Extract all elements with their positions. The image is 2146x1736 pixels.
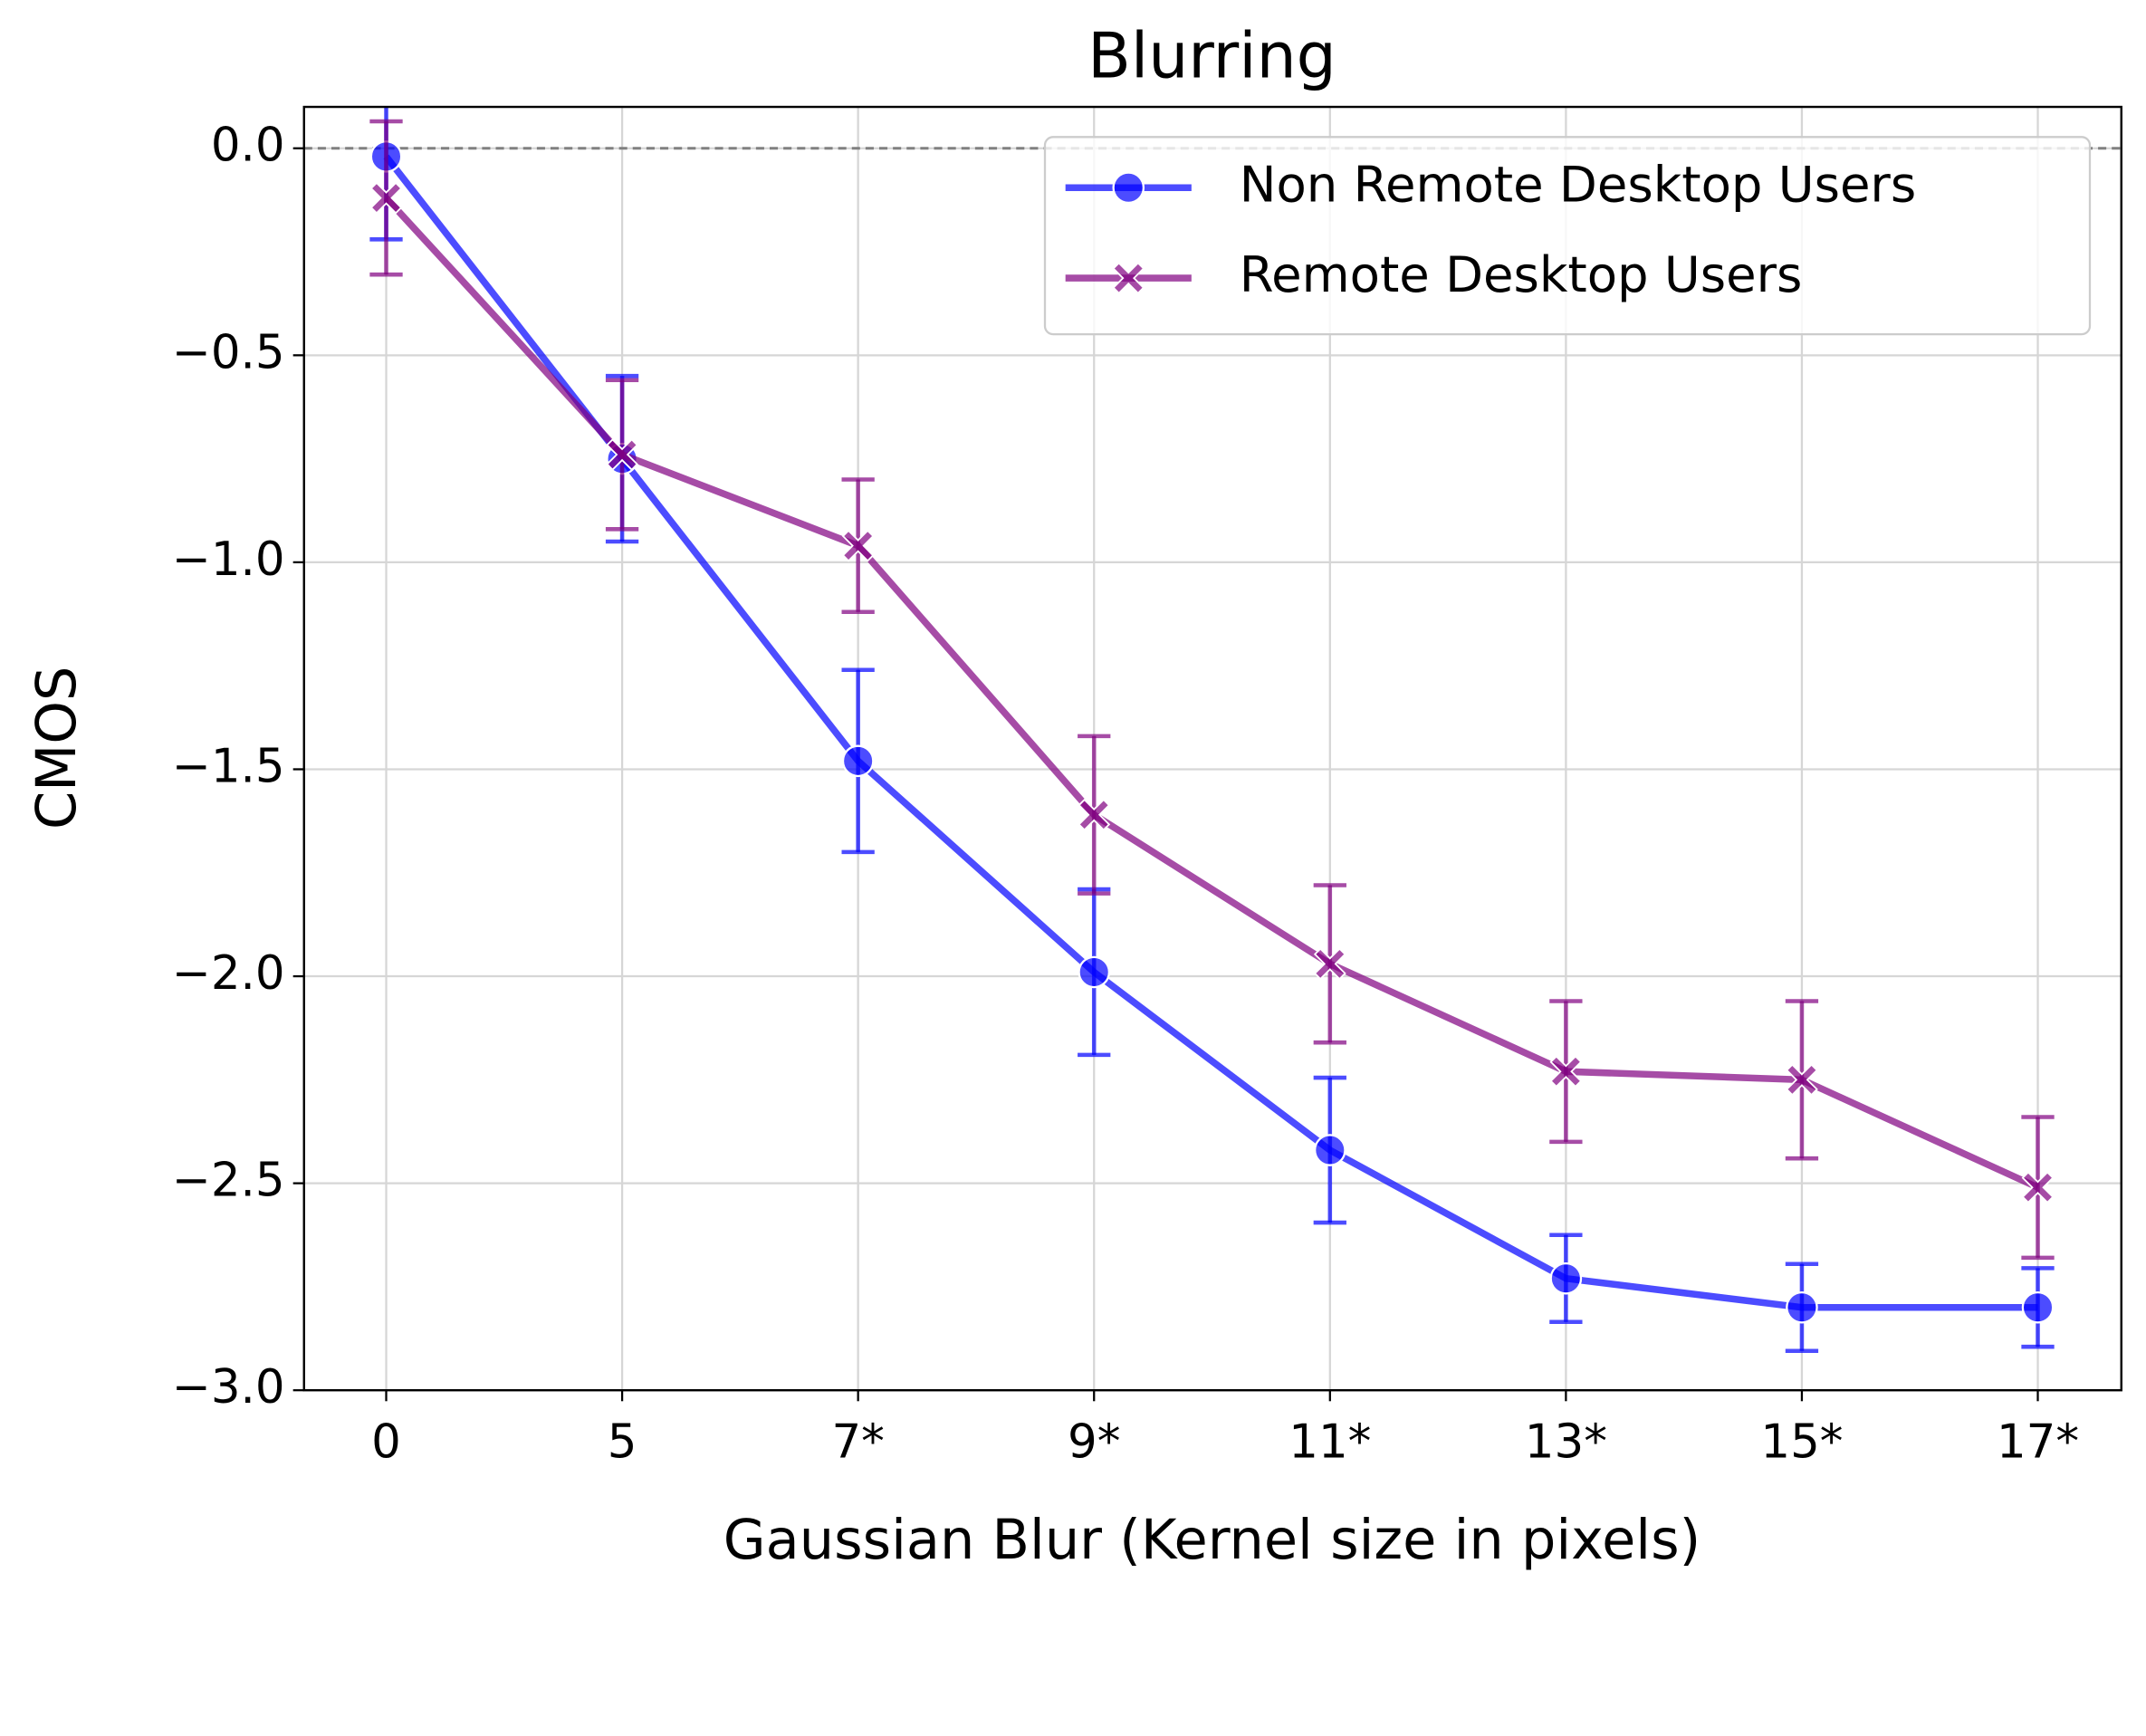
y-tick-label: −0.5 — [172, 325, 285, 379]
point — [1549, 1055, 1583, 1089]
point — [1078, 798, 1111, 831]
x-tick-label: 0 — [371, 1415, 401, 1470]
y-tick-label: −1.0 — [172, 532, 285, 587]
point — [369, 181, 403, 215]
point — [2021, 1171, 2055, 1204]
y-axis-label: CMOS — [25, 667, 89, 830]
series-line — [383, 196, 2040, 1191]
point — [1112, 262, 1145, 295]
y-tick-label: 0.0 — [211, 119, 285, 173]
x-tick-label: 13* — [1525, 1415, 1607, 1470]
point — [1112, 171, 1145, 205]
point — [1313, 947, 1346, 981]
legend-label: Remote Desktop Users — [1240, 245, 1803, 303]
series-line — [383, 154, 2038, 1311]
x-tick-label: 5 — [608, 1415, 637, 1470]
x-tick-label: 15* — [1760, 1415, 1843, 1470]
x-tick-label: 9* — [1068, 1415, 1120, 1470]
legend-box — [1043, 136, 2092, 336]
x-tick-label: 7* — [831, 1415, 884, 1470]
point — [1786, 1290, 1818, 1324]
point — [841, 744, 875, 778]
legend-label: Non Remote Desktop Users — [1240, 155, 1916, 213]
y-tick-label: −2.5 — [172, 1154, 285, 1208]
point — [1549, 1261, 1583, 1295]
point — [1078, 955, 1110, 989]
point — [841, 529, 875, 562]
point — [606, 438, 639, 471]
point — [1314, 1134, 1346, 1166]
y-tick-label: −1.5 — [172, 739, 285, 793]
x-tick-label: 11* — [1289, 1415, 1371, 1470]
x-tick-label: 17* — [1997, 1415, 2079, 1470]
y-tick-label: −3.0 — [172, 1360, 285, 1415]
point — [2021, 1290, 2055, 1324]
chart-title: Blurring — [1087, 20, 1336, 93]
plot-frame — [302, 105, 2122, 1392]
point — [1786, 1063, 1818, 1097]
y-tick-label: −2.0 — [172, 946, 285, 1001]
x-axis-label: Gaussian Blur (Kernel size in pixels) — [723, 1509, 1701, 1572]
